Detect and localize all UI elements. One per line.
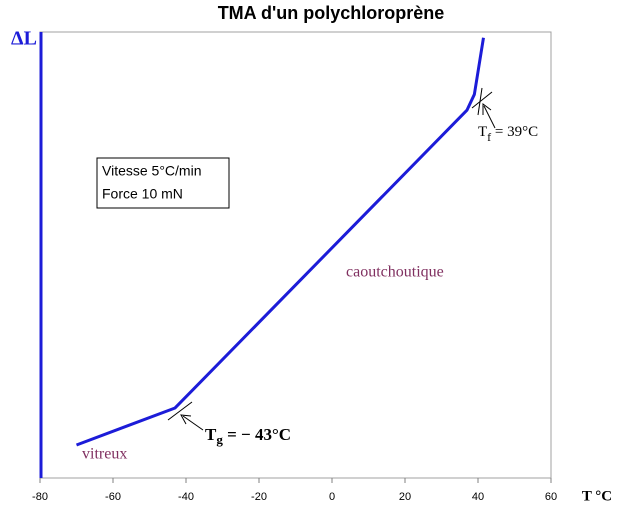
conditions-text: Force 10 mN <box>102 186 183 202</box>
conditions-box <box>96 157 230 209</box>
tg-annotation: Tg = − 43°C <box>205 425 291 447</box>
y-axis-label: ΔL <box>11 28 37 50</box>
x-tick-label: -60 <box>105 491 121 503</box>
region-label: vitreux <box>82 446 127 463</box>
x-tick-label: 0 <box>329 491 335 503</box>
x-tick-label: 60 <box>545 491 557 503</box>
x-tick-label: 40 <box>472 491 484 503</box>
annotation-marks <box>167 87 496 431</box>
data-line <box>75 37 485 447</box>
conditions-text: Vitesse 5°C/min <box>102 163 202 179</box>
x-tick-label: -80 <box>32 491 48 503</box>
region-label: caoutchoutique <box>346 264 444 281</box>
x-tick-label: 20 <box>399 491 411 503</box>
plot-frame <box>39 31 552 479</box>
chart-title: TMA d'un polychloroprène <box>218 3 445 23</box>
x-tick-label: -20 <box>251 491 267 503</box>
x-tick-label: -40 <box>178 491 194 503</box>
x-axis-label: T °C <box>582 488 612 504</box>
tf-annotation: Tf = 39°C <box>478 124 538 143</box>
